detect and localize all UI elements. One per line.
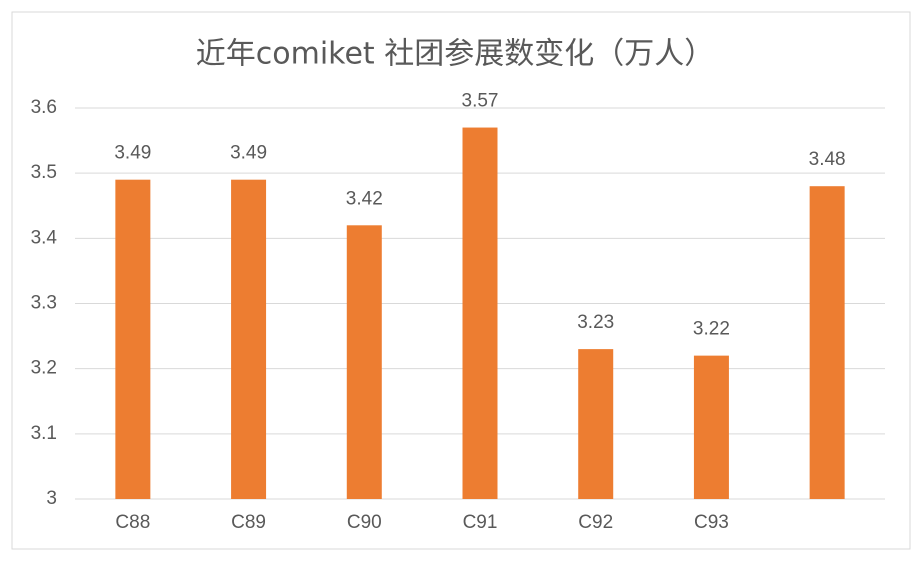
x-tick-label: C93 <box>694 512 729 533</box>
bar <box>809 186 845 499</box>
data-label: 3.23 <box>577 312 614 333</box>
chart-title: 近年comiket 社团参展数变化（万人） <box>196 37 714 72</box>
bar <box>346 225 382 500</box>
chart-frame <box>11 11 911 550</box>
data-label: 3.42 <box>346 188 383 209</box>
y-tick-label: 3.2 <box>31 358 57 379</box>
x-tick-label: C89 <box>231 512 266 533</box>
x-tick-label: C90 <box>347 512 382 533</box>
y-tick-label: 3.1 <box>31 423 57 444</box>
bar <box>578 349 614 499</box>
data-label: 3.22 <box>693 319 730 340</box>
x-tick-label: C92 <box>578 512 613 533</box>
y-tick-label: 3 <box>46 488 57 509</box>
bar <box>231 179 267 499</box>
data-label: 3.49 <box>230 143 267 164</box>
data-label: 3.57 <box>462 91 499 112</box>
data-label: 3.48 <box>809 149 846 170</box>
x-tick-label: C88 <box>115 512 150 533</box>
y-tick-label: 3.3 <box>31 293 57 314</box>
y-tick-label: 3.5 <box>31 162 57 183</box>
bar <box>115 179 151 499</box>
y-tick-label: 3.4 <box>31 227 58 248</box>
bar <box>462 127 498 500</box>
data-label: 3.49 <box>114 143 151 164</box>
bar <box>693 355 729 499</box>
x-tick-label: C91 <box>463 512 498 533</box>
y-tick-label: 3.6 <box>31 97 57 118</box>
